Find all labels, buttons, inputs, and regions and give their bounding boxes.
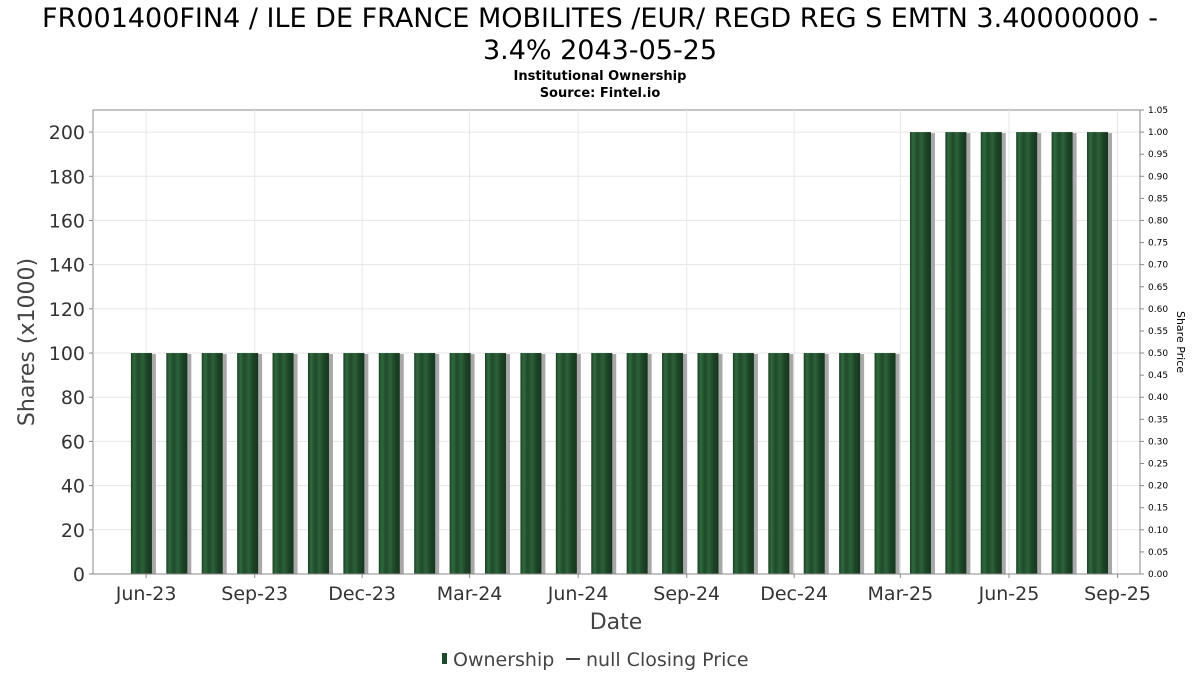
y2-tick-label: 0.25	[1148, 460, 1168, 470]
y-tick-label: 180	[49, 166, 85, 188]
ownership-bar	[555, 353, 577, 574]
ownership-bar	[980, 132, 1002, 574]
ownership-bar	[874, 353, 896, 574]
legend: Ownership null Closing Price	[442, 649, 749, 671]
ownership-bar	[485, 353, 507, 574]
legend-ownership-label: Ownership	[453, 649, 554, 671]
ownership-bar	[591, 353, 613, 574]
legend-ownership-swatch	[442, 653, 447, 664]
ownership-bar	[1087, 132, 1109, 574]
ownership-bar	[839, 353, 861, 574]
ownership-bar	[414, 353, 436, 574]
ownership-bar	[449, 353, 471, 574]
y2-tick-label: 0.75	[1148, 239, 1168, 249]
y-tick-label: 200	[49, 122, 85, 144]
ownership-bar	[732, 353, 754, 574]
ownership-bar	[520, 353, 542, 574]
chart-title-line2: 3.4% 2043-05-25	[483, 35, 717, 66]
y-tick-label: 160	[49, 210, 85, 232]
x-tick-label: Mar-25	[868, 583, 934, 605]
y2-tick-label: 0.45	[1148, 371, 1168, 381]
ownership-bar	[166, 353, 188, 574]
legend-closing-price-label: null Closing Price	[586, 649, 749, 671]
x-tick-label: Jun-23	[115, 583, 177, 605]
ownership-bar	[768, 353, 790, 574]
y2-tick-label: 0.10	[1148, 526, 1168, 536]
chart-source: Source: Fintel.io	[540, 86, 661, 101]
y2-tick-label: 0.70	[1148, 261, 1168, 271]
ownership-bar	[378, 353, 400, 574]
y-tick-label: 20	[61, 520, 85, 542]
ownership-bar	[272, 353, 294, 574]
y2-tick-label: 0.85	[1148, 194, 1168, 204]
y2-tick-label: 0.65	[1148, 283, 1168, 293]
chart-subtitle: Institutional Ownership	[514, 69, 687, 84]
x-tick-label: Sep-23	[221, 583, 288, 605]
ownership-bar	[343, 353, 365, 574]
y-tick-label: 120	[49, 299, 85, 321]
y-tick-label: 0	[73, 564, 85, 586]
x-axis-label: Date	[590, 610, 643, 635]
chart-title-line1: FR001400FIN4 / ILE DE FRANCE MOBILITES /…	[42, 3, 1158, 34]
ownership-bar	[626, 353, 648, 574]
ownership-bar	[945, 132, 967, 574]
x-tick-label: Mar-24	[437, 583, 503, 605]
ownership-bar	[201, 353, 223, 574]
y2-axis-label: Share Price	[1174, 311, 1187, 373]
ownership-bar	[307, 353, 329, 574]
y2-tick-label: 0.55	[1148, 327, 1168, 337]
y2-tick-label: 0.35	[1148, 415, 1168, 425]
y-tick-label: 60	[61, 431, 85, 453]
y2-tick-label: 0.40	[1148, 393, 1168, 403]
x-tick-label: Jun-24	[547, 583, 609, 605]
y-tick-label: 140	[49, 255, 85, 277]
y-tick-label: 40	[61, 476, 85, 498]
y2-tick-label: 0.20	[1148, 482, 1168, 492]
y2-tick-label: 0.60	[1148, 305, 1168, 315]
y-tick-label: 80	[61, 387, 85, 409]
x-tick-label: Dec-24	[760, 583, 828, 605]
ownership-bar	[1051, 132, 1073, 574]
ownership-bar	[1016, 132, 1038, 574]
ownership-bar	[909, 132, 931, 574]
x-tick-label: Jun-25	[978, 583, 1040, 605]
y2-tick-label: 0.05	[1148, 548, 1168, 558]
y-axis-ticks: 0 20 40 60 80 100 120 140 160 180 200	[49, 122, 93, 586]
ownership-bars	[93, 132, 1140, 575]
y2-tick-label: 0.80	[1148, 216, 1168, 226]
y2-axis-ticks: 0.00 0.05 0.10 0.15 0.20 0.25 0.30 0.35 0.40 0.45…	[1140, 106, 1168, 580]
y2-tick-label: 0.00	[1148, 570, 1168, 580]
y2-tick-label: 1.05	[1148, 106, 1168, 116]
y2-tick-label: 1.00	[1148, 128, 1168, 138]
ownership-bar	[803, 353, 825, 574]
y-axis-label: Shares (x1000)	[15, 258, 40, 426]
y2-tick-label: 0.50	[1148, 349, 1168, 359]
x-tick-label: Sep-24	[653, 583, 720, 605]
y2-tick-label: 0.95	[1148, 150, 1168, 160]
ownership-bar	[237, 353, 259, 574]
ownership-bar	[662, 353, 684, 574]
x-tick-label: Dec-23	[328, 583, 396, 605]
y2-tick-label: 0.30	[1148, 437, 1168, 447]
ownership-bar	[130, 353, 152, 574]
ownership-bar	[697, 353, 719, 574]
y2-tick-label: 0.15	[1148, 504, 1168, 514]
x-axis-ticks: Jun-23 Sep-23 Dec-23 Mar-24 Jun-24 Sep-24 Dec-…	[115, 574, 1151, 605]
y-tick-label: 100	[49, 343, 85, 365]
x-tick-label: Sep-25	[1084, 583, 1151, 605]
y2-tick-label: 0.90	[1148, 172, 1168, 182]
